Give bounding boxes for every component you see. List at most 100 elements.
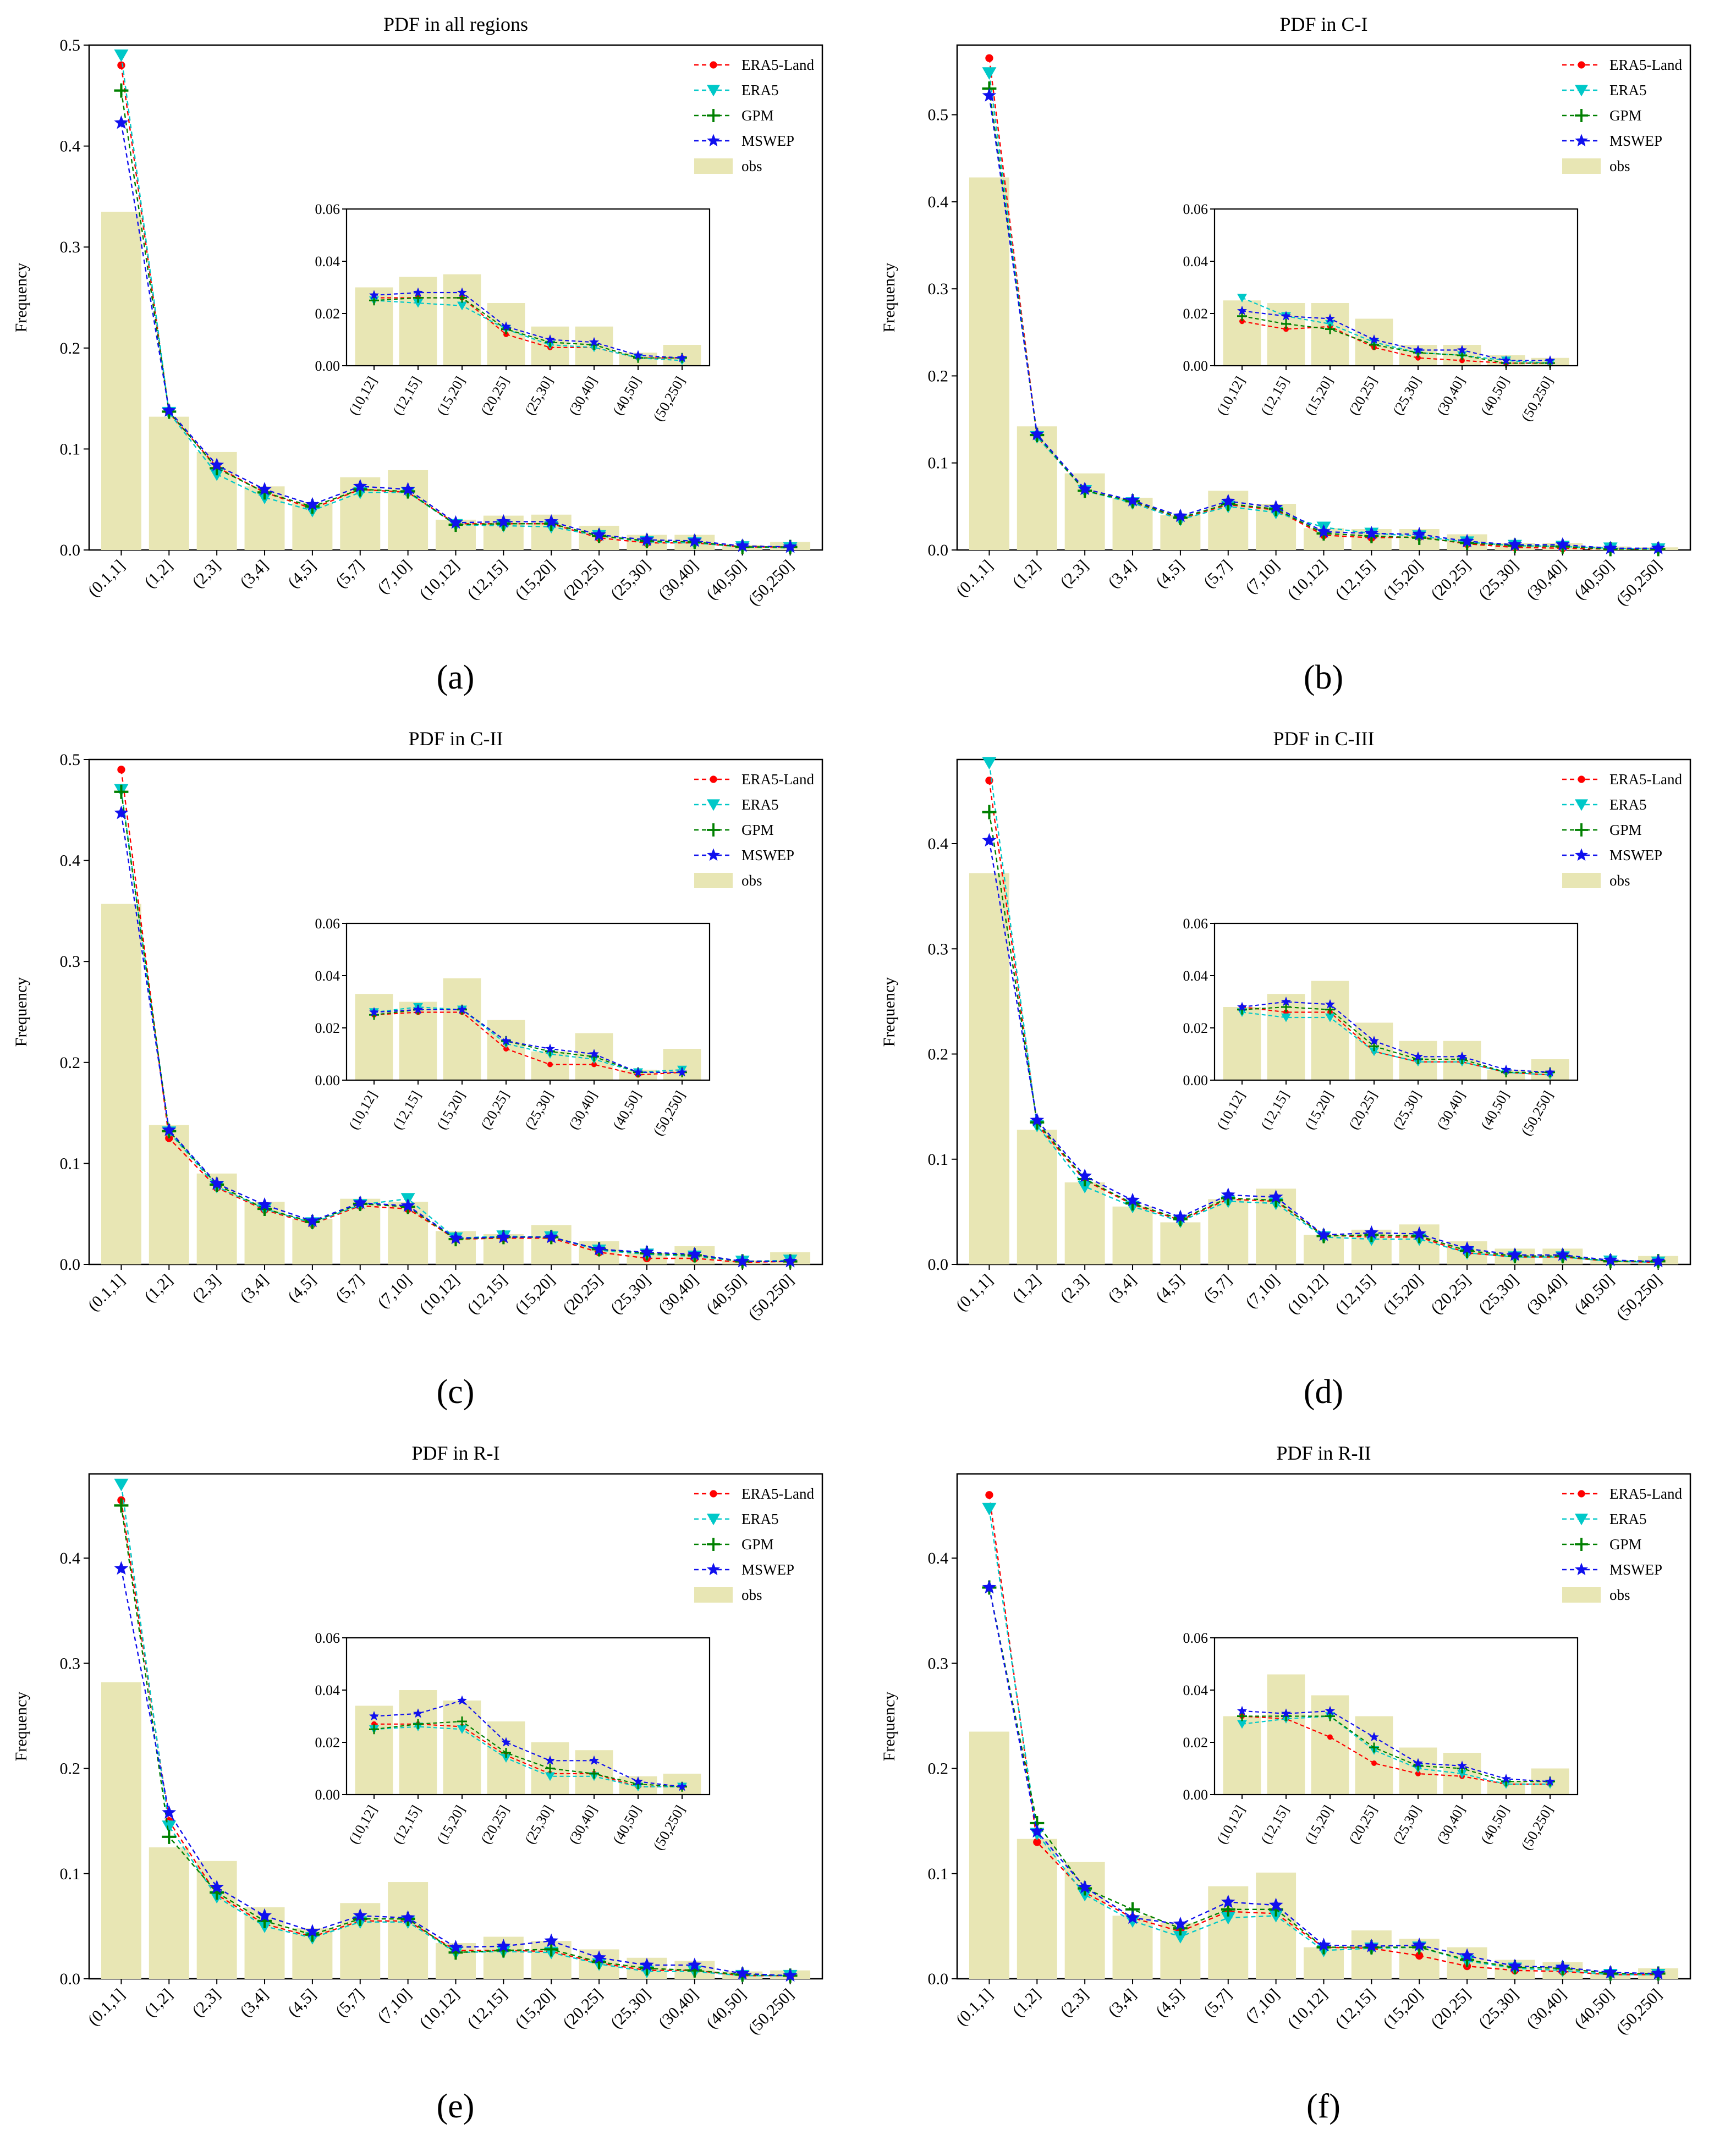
inset-series-line-mswep xyxy=(373,291,683,359)
x-tick-label: (30,40] xyxy=(1523,1271,1570,1318)
series-line-era5 xyxy=(988,1508,1658,1976)
inset-x-tick-label: (25,30] xyxy=(1389,374,1424,418)
y-tick-label: 0.0 xyxy=(60,541,81,559)
series-marker-mswep xyxy=(1364,526,1379,540)
series-marker-mswep xyxy=(1221,1894,1235,1908)
x-tick-label: (50,250] xyxy=(745,557,798,609)
x-tick-label: (40,50] xyxy=(702,557,749,603)
legend-marker xyxy=(707,1562,720,1576)
inset-y-tick-label: 0.02 xyxy=(315,1735,340,1751)
legend-label: MSWEP xyxy=(1609,1561,1662,1578)
series-marker-mswep xyxy=(1412,1938,1427,1951)
x-tick-label: (20,25] xyxy=(559,1985,606,2032)
panel-caption: (f) xyxy=(1306,2088,1341,2125)
series-marker-mswep xyxy=(982,1580,997,1594)
series-marker-mswep xyxy=(162,1805,177,1819)
chart-svg: PDF in all regions 0.0 0.1 0.2 0.3 0.4 0.5 Freq… xyxy=(12,13,823,696)
series-marker-mswep xyxy=(400,1198,415,1212)
inset-x-tick-label: (10,12] xyxy=(345,374,380,418)
series-marker-mswep xyxy=(687,1247,702,1261)
series-marker-mswep xyxy=(982,88,997,102)
y-tick-label: 0.0 xyxy=(60,1970,81,1988)
inset-x-tick-label: (50,250] xyxy=(650,374,689,424)
inset-x-tick-label: (40,50] xyxy=(1477,1088,1512,1132)
inset-obs-bar xyxy=(355,994,393,1080)
series-marker-era5-land xyxy=(117,61,125,69)
x-tick-label: (12,15] xyxy=(464,1271,510,1318)
series-line-era5 xyxy=(120,1484,790,1977)
legend-marker xyxy=(1575,1562,1588,1576)
x-tick-label: (2,3] xyxy=(1057,1271,1092,1306)
chart-title: PDF in R-I xyxy=(411,1442,499,1464)
inset-x-tick-label: (30,40] xyxy=(1433,374,1468,418)
x-tick-label: (5,7] xyxy=(332,1271,367,1306)
obs-bar xyxy=(1112,1206,1153,1264)
legend-label: GPM xyxy=(741,107,774,124)
legend-marker xyxy=(1575,848,1588,861)
chart-svg: PDF in R-I 0.0 0.1 0.2 0.3 0.4 Frequency (0.1,1… xyxy=(12,1442,823,2125)
inset-series-marker-mswep xyxy=(1545,1776,1555,1786)
y-tick-label: 0.5 xyxy=(60,751,81,769)
legend-marker xyxy=(710,61,717,69)
y-tick-label: 0.1 xyxy=(60,440,81,458)
inset-series-marker-gpm xyxy=(1281,319,1291,329)
inset-x-tick-label: (10,12] xyxy=(345,1088,380,1132)
inset-frame xyxy=(1213,208,1579,367)
series-marker-mswep xyxy=(1125,1192,1140,1207)
inset-chart: 0.00 0.02 0.04 0.06 (10,12] (12,15] (15,20] (20… xyxy=(315,1630,711,1853)
series-marker-mswep xyxy=(1460,1948,1475,1962)
x-tick-label: (1,2] xyxy=(1009,1985,1044,2021)
legend-label: GPM xyxy=(1609,107,1642,124)
inset-obs-bar xyxy=(1267,1674,1305,1795)
series-marker-mswep xyxy=(1030,1824,1045,1838)
series-marker-mswep xyxy=(1364,1225,1379,1239)
y-tick-label: 0.1 xyxy=(928,454,949,472)
inset-series-marker-mswep xyxy=(677,1781,687,1791)
x-tick-label: (10,12] xyxy=(1284,557,1331,603)
series-marker-mswep xyxy=(257,482,272,496)
legend-label: ERA5 xyxy=(1609,1511,1647,1527)
series-marker-mswep xyxy=(210,1176,224,1190)
inset-y-tick-label: 0.04 xyxy=(1183,1682,1208,1698)
y-tick-label: 0.3 xyxy=(60,1654,81,1672)
series-marker-gpm xyxy=(162,1829,177,1844)
series-marker-gpm xyxy=(114,83,129,98)
legend-label: obs xyxy=(1609,872,1630,889)
series-marker-mswep xyxy=(1651,1966,1666,1980)
x-tick-label: (10,12] xyxy=(416,1271,463,1318)
inset-y-tick-label: 0.06 xyxy=(1183,916,1208,932)
inset-series-marker-mswep xyxy=(413,1708,423,1718)
series-marker-mswep xyxy=(448,515,463,529)
inset-series-marker-mswep xyxy=(633,1067,643,1077)
series-marker-mswep xyxy=(1078,1168,1092,1182)
inset-x-tick-label: (20,25] xyxy=(1345,1088,1380,1132)
series-marker-mswep xyxy=(1651,1253,1666,1268)
x-tick-label: (2,3] xyxy=(189,557,224,592)
series-line-mswep xyxy=(988,840,1658,1262)
chart-svg: PDF in R-II 0.0 0.1 0.2 0.3 0.4 Frequency (0.1,… xyxy=(880,1442,1691,2125)
inset-series-marker-mswep xyxy=(1501,1774,1511,1784)
y-axis-label: Frequency xyxy=(12,977,30,1047)
inset-series-marker-era5 xyxy=(1281,1013,1291,1022)
y-tick-label: 0.4 xyxy=(60,137,81,156)
x-tick-label: (25,30] xyxy=(607,1271,654,1318)
series-marker-mswep xyxy=(687,1957,702,1972)
panel-caption: (c) xyxy=(437,1373,475,1411)
inset-series-marker-mswep xyxy=(1413,1758,1423,1768)
inset-series-marker-mswep xyxy=(1281,997,1291,1006)
inset-chart: 0.00 0.02 0.04 0.06 (10,12] (12,15] (15,20] (20… xyxy=(315,916,711,1138)
x-tick-label: (40,50] xyxy=(1570,1271,1617,1318)
series-marker-mswep xyxy=(592,1950,607,1964)
series-marker-mswep xyxy=(1125,1910,1140,1924)
inset-x-tick-label: (12,15] xyxy=(389,1803,424,1847)
inset-series-marker-era5 xyxy=(1237,1720,1247,1729)
inset-series-marker-era5-land xyxy=(1459,357,1465,364)
inset-series-marker-mswep xyxy=(1369,334,1379,344)
x-tick-label: (3,4] xyxy=(237,1271,272,1306)
legend-label: MSWEP xyxy=(741,847,794,863)
series-marker-era5 xyxy=(162,1820,177,1834)
inset-series-marker-era5 xyxy=(413,299,423,308)
x-tick-label: (3,4] xyxy=(1105,1985,1140,2021)
obs-bar xyxy=(969,1731,1009,1979)
series-marker-mswep xyxy=(114,805,129,819)
